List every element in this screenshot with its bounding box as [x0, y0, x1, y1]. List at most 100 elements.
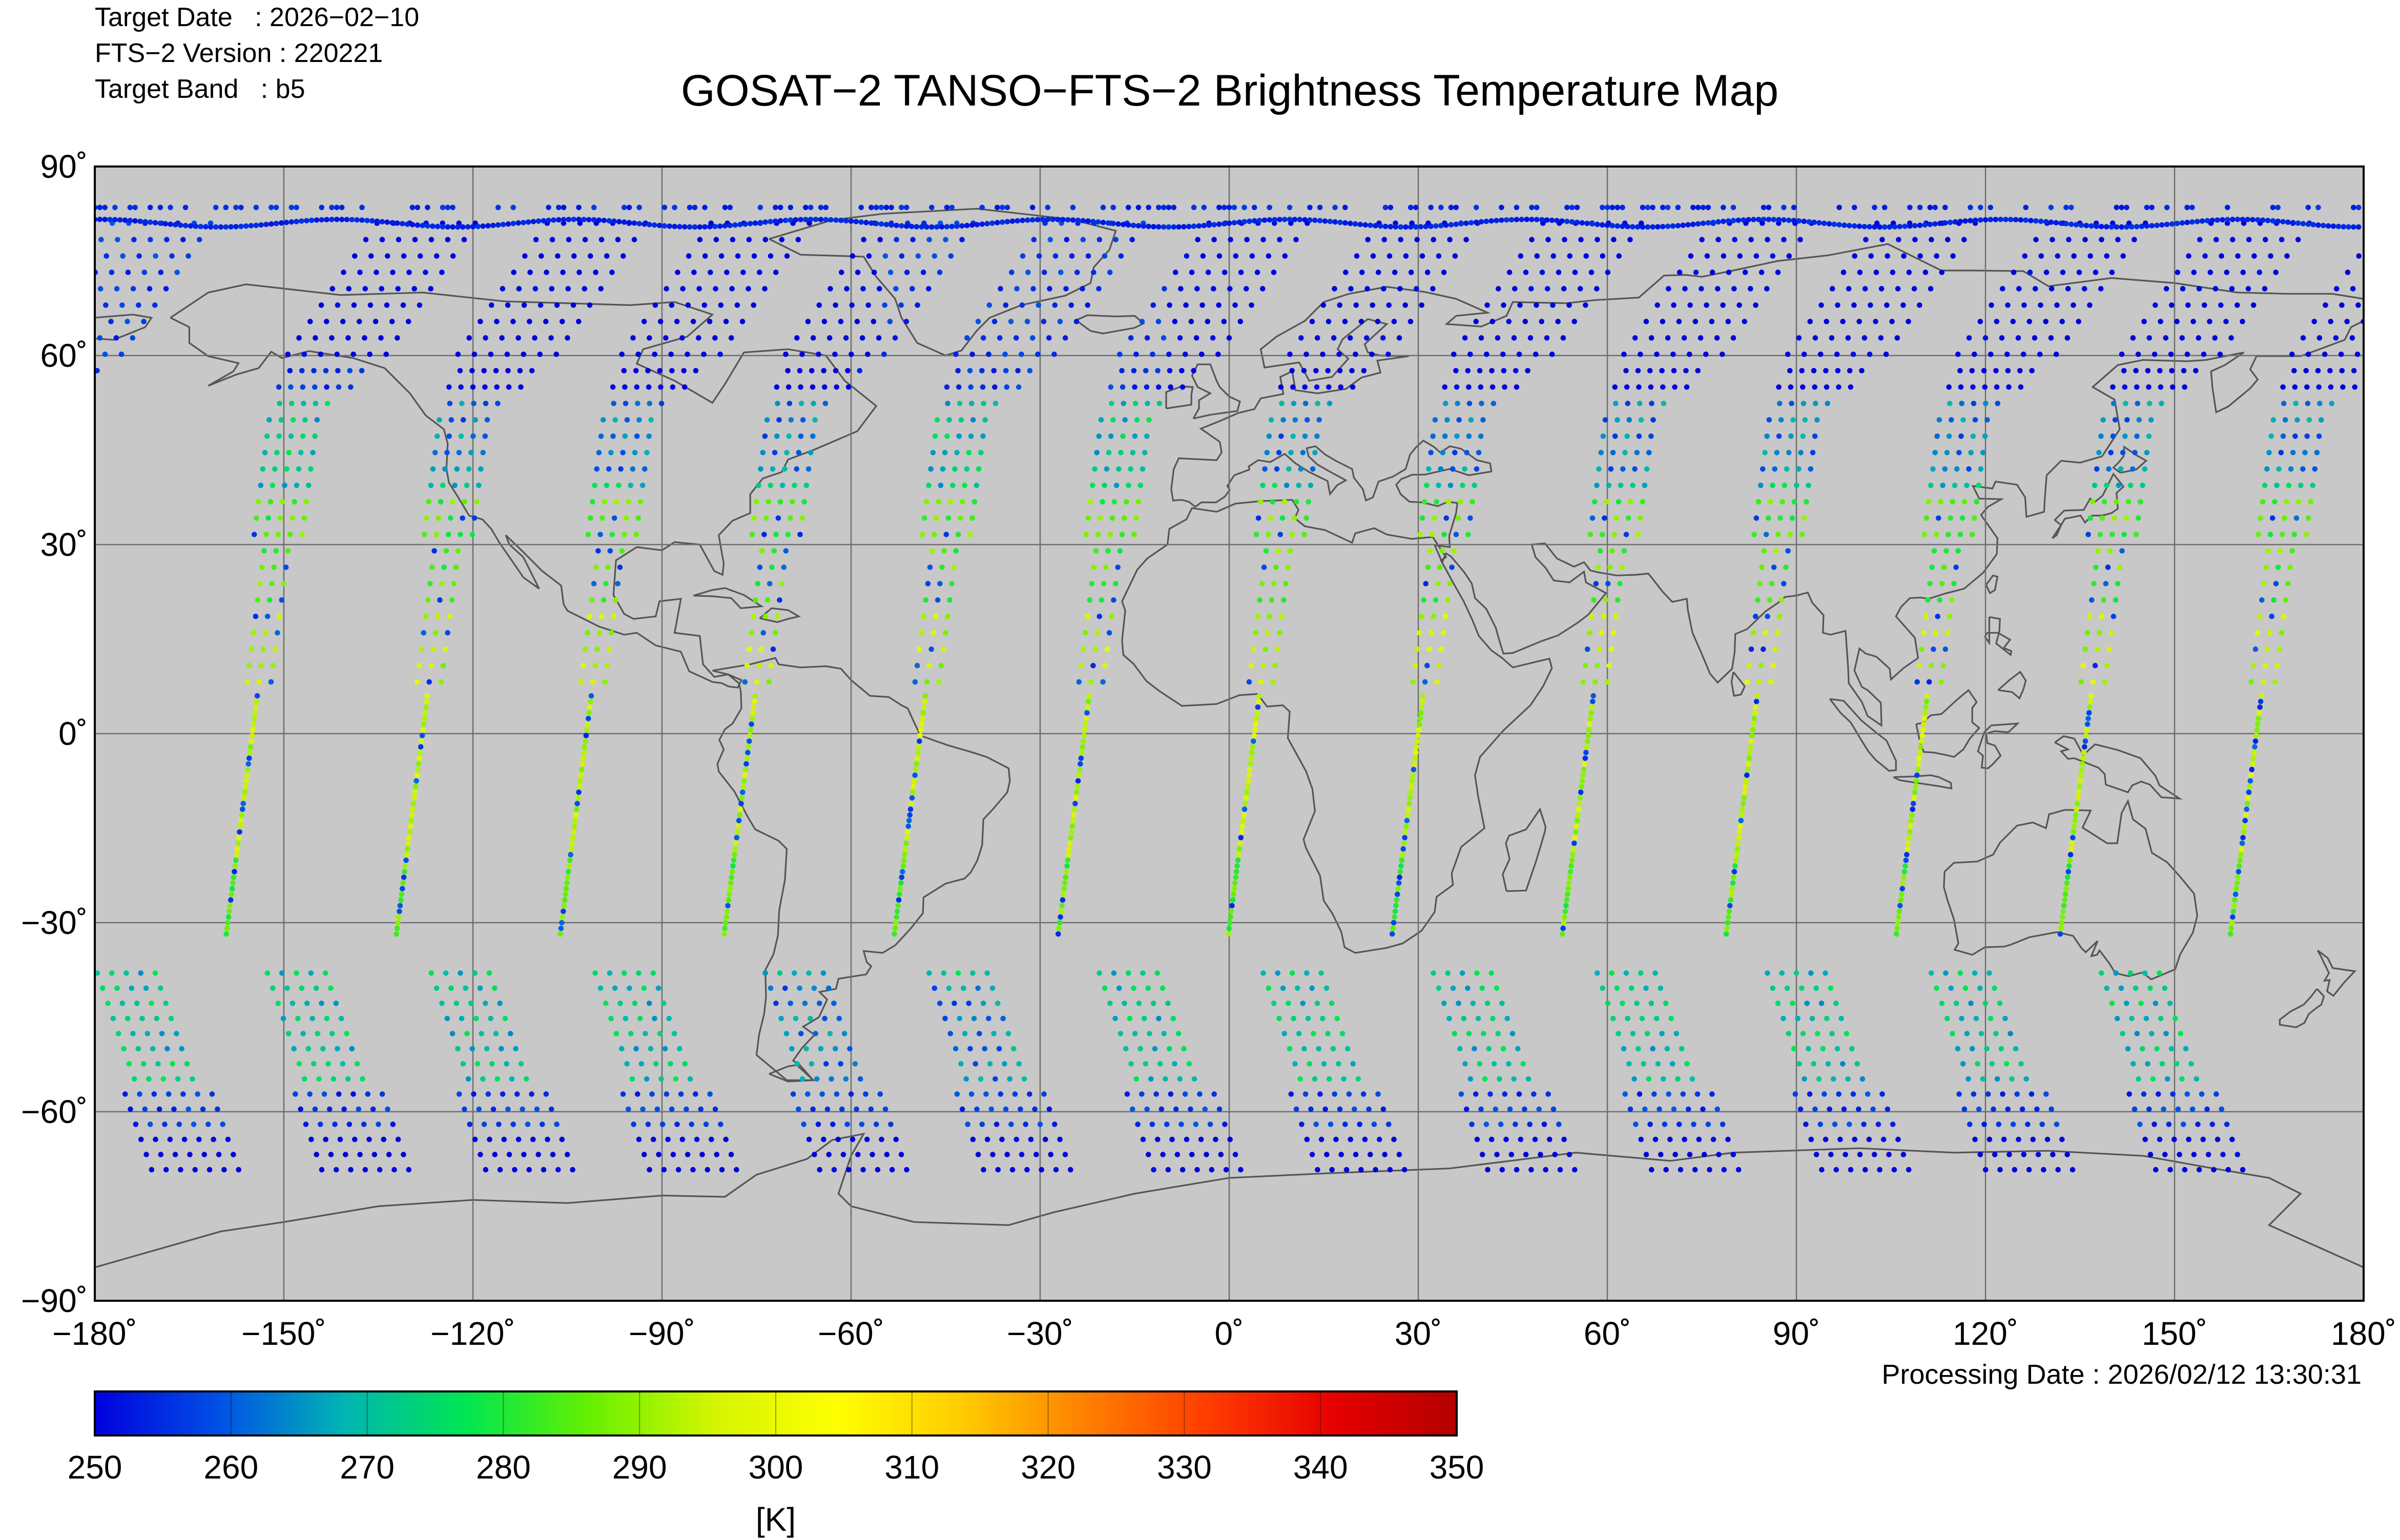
observation-point	[2267, 532, 2273, 537]
observation-point	[288, 433, 294, 439]
observation-point	[996, 1046, 1002, 1052]
observation-point	[236, 1167, 242, 1173]
observation-point	[556, 204, 562, 211]
observation-point	[1441, 269, 1447, 275]
observation-point	[906, 818, 912, 823]
observation-point	[616, 483, 622, 488]
observation-point	[475, 223, 481, 230]
observation-point	[1840, 319, 1846, 324]
observation-point	[1920, 727, 1926, 733]
colorbar-gradient	[94, 1390, 1458, 1437]
observation-point	[2050, 237, 2055, 243]
observation-point	[1441, 1001, 1447, 1006]
observation-point	[732, 851, 737, 858]
coastline	[2054, 735, 2183, 800]
colorbar-label: 270	[340, 1449, 395, 1486]
observation-point	[705, 1167, 711, 1173]
observation-point	[693, 1091, 698, 1097]
observation-point	[1385, 1121, 1392, 1127]
observation-point	[823, 204, 829, 211]
observation-point	[1253, 532, 1259, 537]
observation-point	[2291, 532, 2298, 537]
observation-point	[1489, 319, 1496, 324]
observation-point	[2121, 532, 2127, 537]
observation-point	[1147, 1031, 1152, 1036]
observation-point	[626, 220, 632, 225]
observation-point	[1080, 744, 1085, 750]
observation-point	[1091, 269, 1096, 275]
observation-point	[1329, 1001, 1335, 1006]
observation-point	[2079, 766, 2084, 773]
observation-point	[1400, 846, 1406, 852]
observation-point	[149, 1167, 155, 1173]
observation-point	[213, 224, 219, 230]
observation-point	[566, 237, 572, 243]
observation-point	[300, 433, 306, 439]
observation-point	[630, 335, 636, 341]
observation-point	[1791, 204, 1797, 211]
observation-point	[1569, 219, 1575, 225]
observation-point	[1256, 699, 1261, 704]
observation-point	[637, 499, 644, 505]
observation-point	[621, 368, 627, 373]
observation-point	[1534, 217, 1540, 222]
observation-point	[421, 721, 427, 727]
observation-point	[806, 1136, 812, 1142]
coastline	[693, 587, 764, 609]
observation-point	[864, 1136, 870, 1142]
observation-point	[510, 204, 516, 211]
observation-point	[1381, 286, 1387, 292]
observation-point	[2094, 223, 2099, 230]
observation-point	[882, 302, 887, 308]
observation-point	[1885, 1106, 1891, 1112]
observation-point	[1648, 384, 1654, 390]
version-label: FTS−2 Version : 220221	[95, 38, 383, 68]
observation-point	[1623, 368, 1629, 373]
observation-point	[262, 630, 268, 636]
observation-point	[1611, 532, 1617, 537]
observation-point	[879, 1136, 884, 1142]
observation-point	[860, 286, 866, 292]
observation-point	[943, 532, 949, 537]
observation-point	[944, 204, 950, 211]
observation-point	[138, 970, 144, 976]
observation-point	[798, 217, 803, 223]
observation-point	[136, 253, 142, 259]
observation-point	[1066, 846, 1072, 852]
observation-point	[2339, 302, 2345, 308]
observation-point	[1085, 302, 1090, 308]
observation-point	[1262, 466, 1268, 472]
observation-point	[1770, 483, 1775, 488]
observation-point	[398, 897, 404, 903]
observation-point	[794, 335, 800, 341]
observation-point	[1118, 450, 1124, 455]
observation-point	[2339, 368, 2345, 373]
observation-point	[417, 662, 422, 669]
observation-point	[616, 219, 622, 225]
observation-point	[1992, 1152, 1998, 1157]
observation-point	[565, 286, 571, 292]
observation-point	[1211, 286, 1216, 292]
observation-point	[1294, 499, 1299, 505]
observation-point	[2171, 1136, 2177, 1142]
observation-point	[2220, 217, 2225, 223]
observation-point	[624, 417, 630, 423]
observation-point	[1407, 795, 1413, 801]
observation-point	[636, 417, 642, 423]
observation-point	[914, 755, 920, 761]
observation-point	[888, 204, 894, 211]
observation-point	[1942, 204, 1948, 211]
observation-point	[1905, 846, 1910, 852]
observation-point	[428, 970, 435, 976]
observation-point	[2293, 401, 2299, 406]
observation-point	[1295, 985, 1300, 991]
observation-point	[133, 1121, 139, 1127]
observation-point	[1723, 931, 1729, 937]
observation-point	[1666, 1091, 1671, 1097]
observation-point	[508, 1031, 513, 1036]
observation-point	[2111, 613, 2117, 619]
observation-point	[2065, 286, 2071, 292]
observation-point	[1265, 630, 1271, 636]
observation-point	[1580, 772, 1586, 778]
observation-point	[2265, 646, 2270, 652]
